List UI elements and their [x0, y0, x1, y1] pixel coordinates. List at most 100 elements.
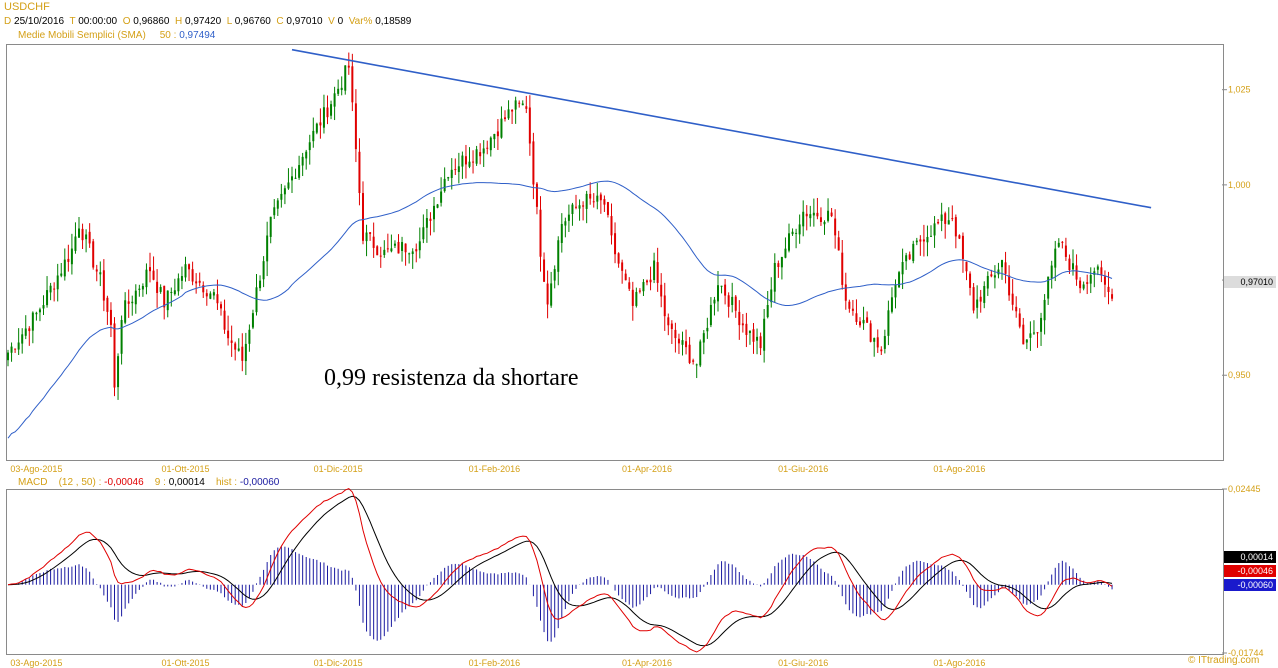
- candle-body: [95, 269, 98, 272]
- candle-body: [614, 233, 617, 255]
- candle-body: [280, 193, 283, 200]
- candle-body: [745, 323, 748, 335]
- candle-body: [273, 207, 276, 216]
- candle-body: [464, 156, 467, 165]
- candle-body: [88, 231, 91, 244]
- candle-body: [248, 329, 251, 344]
- candle-body: [802, 211, 805, 227]
- candle-body: [241, 346, 244, 361]
- candle-body: [383, 249, 386, 256]
- candle-body: [958, 235, 961, 239]
- candle-body: [49, 285, 52, 293]
- candle-body: [262, 261, 265, 280]
- candle-body: [53, 288, 56, 290]
- candle-body: [834, 218, 837, 236]
- candle-body: [1111, 294, 1114, 299]
- candle-body: [411, 251, 414, 254]
- sma-label: Medie Mobili Semplici (SMA): [18, 30, 146, 41]
- candle-body: [947, 220, 950, 225]
- candle-body: [748, 330, 751, 334]
- candle-body: [784, 248, 787, 258]
- var-label: Var%: [348, 16, 373, 27]
- candle-body: [212, 292, 215, 296]
- signal-value: 0,00014: [168, 477, 205, 488]
- macd-last-tag: -0,00046: [1224, 565, 1276, 577]
- candle-body: [28, 328, 31, 332]
- candle-body: [227, 330, 230, 339]
- candle-body: [117, 356, 120, 388]
- candle-body: [67, 258, 70, 262]
- candle-body: [969, 273, 972, 288]
- date-tick-label: 01-Apr-2016: [622, 464, 672, 474]
- candle-body: [1047, 276, 1050, 299]
- candle-body: [979, 296, 982, 302]
- candle-body: [624, 273, 627, 281]
- candle-body: [365, 232, 368, 242]
- var-value: 0,18589: [375, 16, 412, 27]
- symbol-title: USDCHF: [4, 1, 50, 13]
- candle-body: [550, 283, 553, 306]
- candle-body: [180, 276, 183, 281]
- candle-body: [220, 304, 222, 309]
- candle-body: [880, 349, 883, 352]
- candle-body: [113, 323, 116, 388]
- candle-body: [898, 272, 901, 288]
- candle-body: [330, 104, 333, 116]
- candle-body: [259, 280, 262, 289]
- candle-body: [436, 204, 439, 208]
- macd-params: (12 , 50) :: [58, 477, 102, 488]
- candle-body: [404, 243, 407, 253]
- candle-body: [511, 109, 514, 112]
- candle-body: [223, 310, 226, 330]
- candle-body: [1054, 248, 1057, 268]
- candle-body: [883, 336, 886, 349]
- macd-label: MACD: [18, 477, 48, 488]
- candle-body: [149, 267, 151, 272]
- candle-body: [198, 280, 201, 283]
- candle-body: [415, 249, 418, 252]
- candle-body: [866, 317, 869, 323]
- candle-body: [322, 107, 325, 128]
- candle-body: [780, 257, 783, 268]
- candle-body: [425, 218, 428, 228]
- candle-body: [589, 193, 592, 199]
- candle-body: [727, 295, 730, 307]
- hist-label: hist :: [215, 477, 238, 488]
- candle-body: [578, 205, 581, 209]
- candle-body: [14, 348, 17, 350]
- candle-body: [496, 131, 499, 137]
- candle-body: [106, 297, 109, 312]
- candle-body: [31, 312, 34, 331]
- candle-body: [326, 107, 329, 118]
- candle-body: [390, 248, 393, 252]
- candle-body: [191, 269, 194, 282]
- candle-body: [291, 176, 293, 181]
- time-label: T: [69, 16, 76, 27]
- macd-panel[interactable]: [6, 489, 1224, 655]
- candle-body: [930, 235, 932, 237]
- close-label: C: [276, 16, 284, 27]
- candle-body: [688, 344, 691, 363]
- macd-tick-label: 0,02445: [1228, 484, 1261, 494]
- candle-body: [773, 262, 776, 292]
- candle-body: [1043, 299, 1046, 321]
- candle-body: [475, 149, 478, 164]
- candle-body: [21, 334, 24, 344]
- candle-body: [312, 130, 315, 142]
- candle-body: [369, 232, 372, 234]
- candle-body: [575, 206, 577, 208]
- macd-date-tick-label: 01-Ott-2015: [161, 658, 209, 668]
- candle-body: [447, 177, 450, 179]
- candle-body: [1025, 339, 1028, 343]
- candle-body: [46, 290, 49, 306]
- candle-body: [1086, 282, 1089, 284]
- date-tick-label: 01-Dic-2015: [314, 464, 363, 474]
- candle-body: [1057, 242, 1060, 247]
- candle-body: [756, 336, 759, 341]
- candle-body: [660, 284, 663, 297]
- candle-body: [7, 352, 9, 361]
- candle-body: [873, 338, 876, 342]
- candle-body: [823, 221, 826, 225]
- candle-body: [944, 213, 947, 224]
